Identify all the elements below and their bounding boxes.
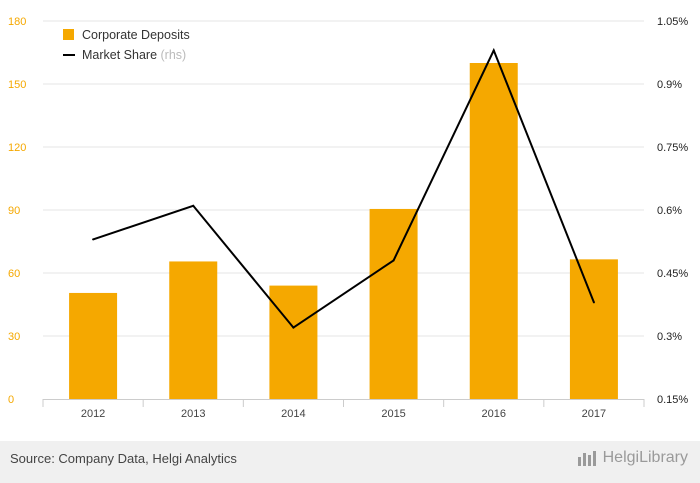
market-share-line [92,47,595,329]
legend-rhs-note: (rhs) [161,48,187,62]
point-market-share [92,238,95,241]
point-market-share [192,204,195,207]
right-tick-label: 0.3% [657,331,682,343]
bar-corporate-deposits [269,285,318,399]
brand-name: HelgiLibrary [602,449,688,466]
bar-corporate-deposits [69,292,118,399]
left-tick-label: 0 [8,394,14,406]
legend: Corporate Deposits Market Share (rhs) [63,28,190,62]
x-tick-label: 2013 [181,408,205,420]
point-market-share [392,259,395,262]
legend-swatch-deposits [63,29,74,40]
x-tick-label: 2014 [281,408,305,420]
left-tick-label: 180 [8,16,26,28]
x-tick-label: 2016 [482,408,506,420]
legend-label-deposits: Corporate Deposits [82,28,190,42]
left-tick-label: 60 [8,268,20,280]
library-icon [577,451,596,466]
gridlines [43,20,644,337]
point-market-share [492,49,495,52]
x-axis: 2012 2013 2014 2015 2016 2017 [42,399,645,420]
right-tick-label: 0.6% [657,205,682,217]
point-market-share [292,326,295,329]
right-tick-label: 0.75% [657,142,688,154]
left-tick-label: 30 [8,331,20,343]
x-tick-label: 2017 [582,408,606,420]
chart: 0 30 60 90 120 150 180 0.15% 0.3% 0.45% 0.6% 0.75%… [8,16,688,420]
bars [69,63,618,399]
left-tick-label: 120 [8,142,26,154]
bar-corporate-deposits [469,63,518,399]
point-market-share [592,301,595,304]
left-tick-label: 90 [8,205,20,217]
left-tick-label: 150 [8,79,26,91]
right-axis: 0.15% 0.3% 0.45% 0.6% 0.75% 0.9% 1.05% [657,16,688,406]
x-tick-label: 2012 [81,408,105,420]
bar-corporate-deposits [569,259,618,399]
brand-logo: HelgiLibrary [577,449,688,467]
footer: Source: Company Data, Helgi Analytics He… [0,441,700,483]
source-note: Source: Company Data, Helgi Analytics [10,451,237,466]
legend-label-market-share: Market Share (rhs) [82,48,186,62]
right-tick-label: 1.05% [657,16,688,28]
x-tick-label: 2015 [381,408,405,420]
line-market-share [92,47,595,329]
right-tick-label: 0.45% [657,268,688,280]
right-tick-label: 0.15% [657,394,688,406]
bar-corporate-deposits [169,261,218,399]
left-axis: 0 30 60 90 120 150 180 [8,16,26,406]
right-tick-label: 0.9% [657,79,682,91]
bar-corporate-deposits [369,208,418,399]
